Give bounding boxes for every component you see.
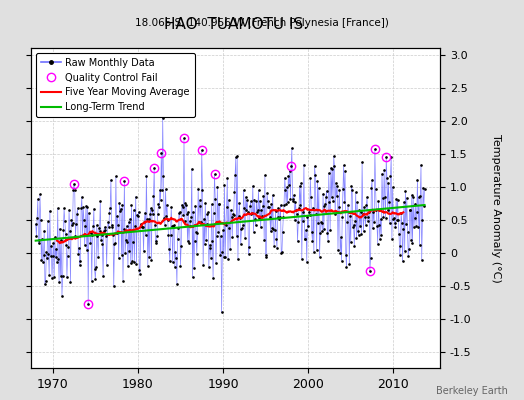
Text: Berkeley Earth: Berkeley Earth bbox=[436, 386, 508, 396]
Y-axis label: Temperature Anomaly (°C): Temperature Anomaly (°C) bbox=[491, 134, 501, 282]
Title: HAO  TUAMOTU IS.: HAO TUAMOTU IS. bbox=[163, 16, 308, 32]
Legend: Raw Monthly Data, Quality Control Fail, Five Year Moving Average, Long-Term Tren: Raw Monthly Data, Quality Control Fail, … bbox=[36, 53, 195, 117]
Text: 18.065 S, 140.956 W (French Polynesia [France]): 18.065 S, 140.956 W (French Polynesia [F… bbox=[135, 18, 389, 28]
